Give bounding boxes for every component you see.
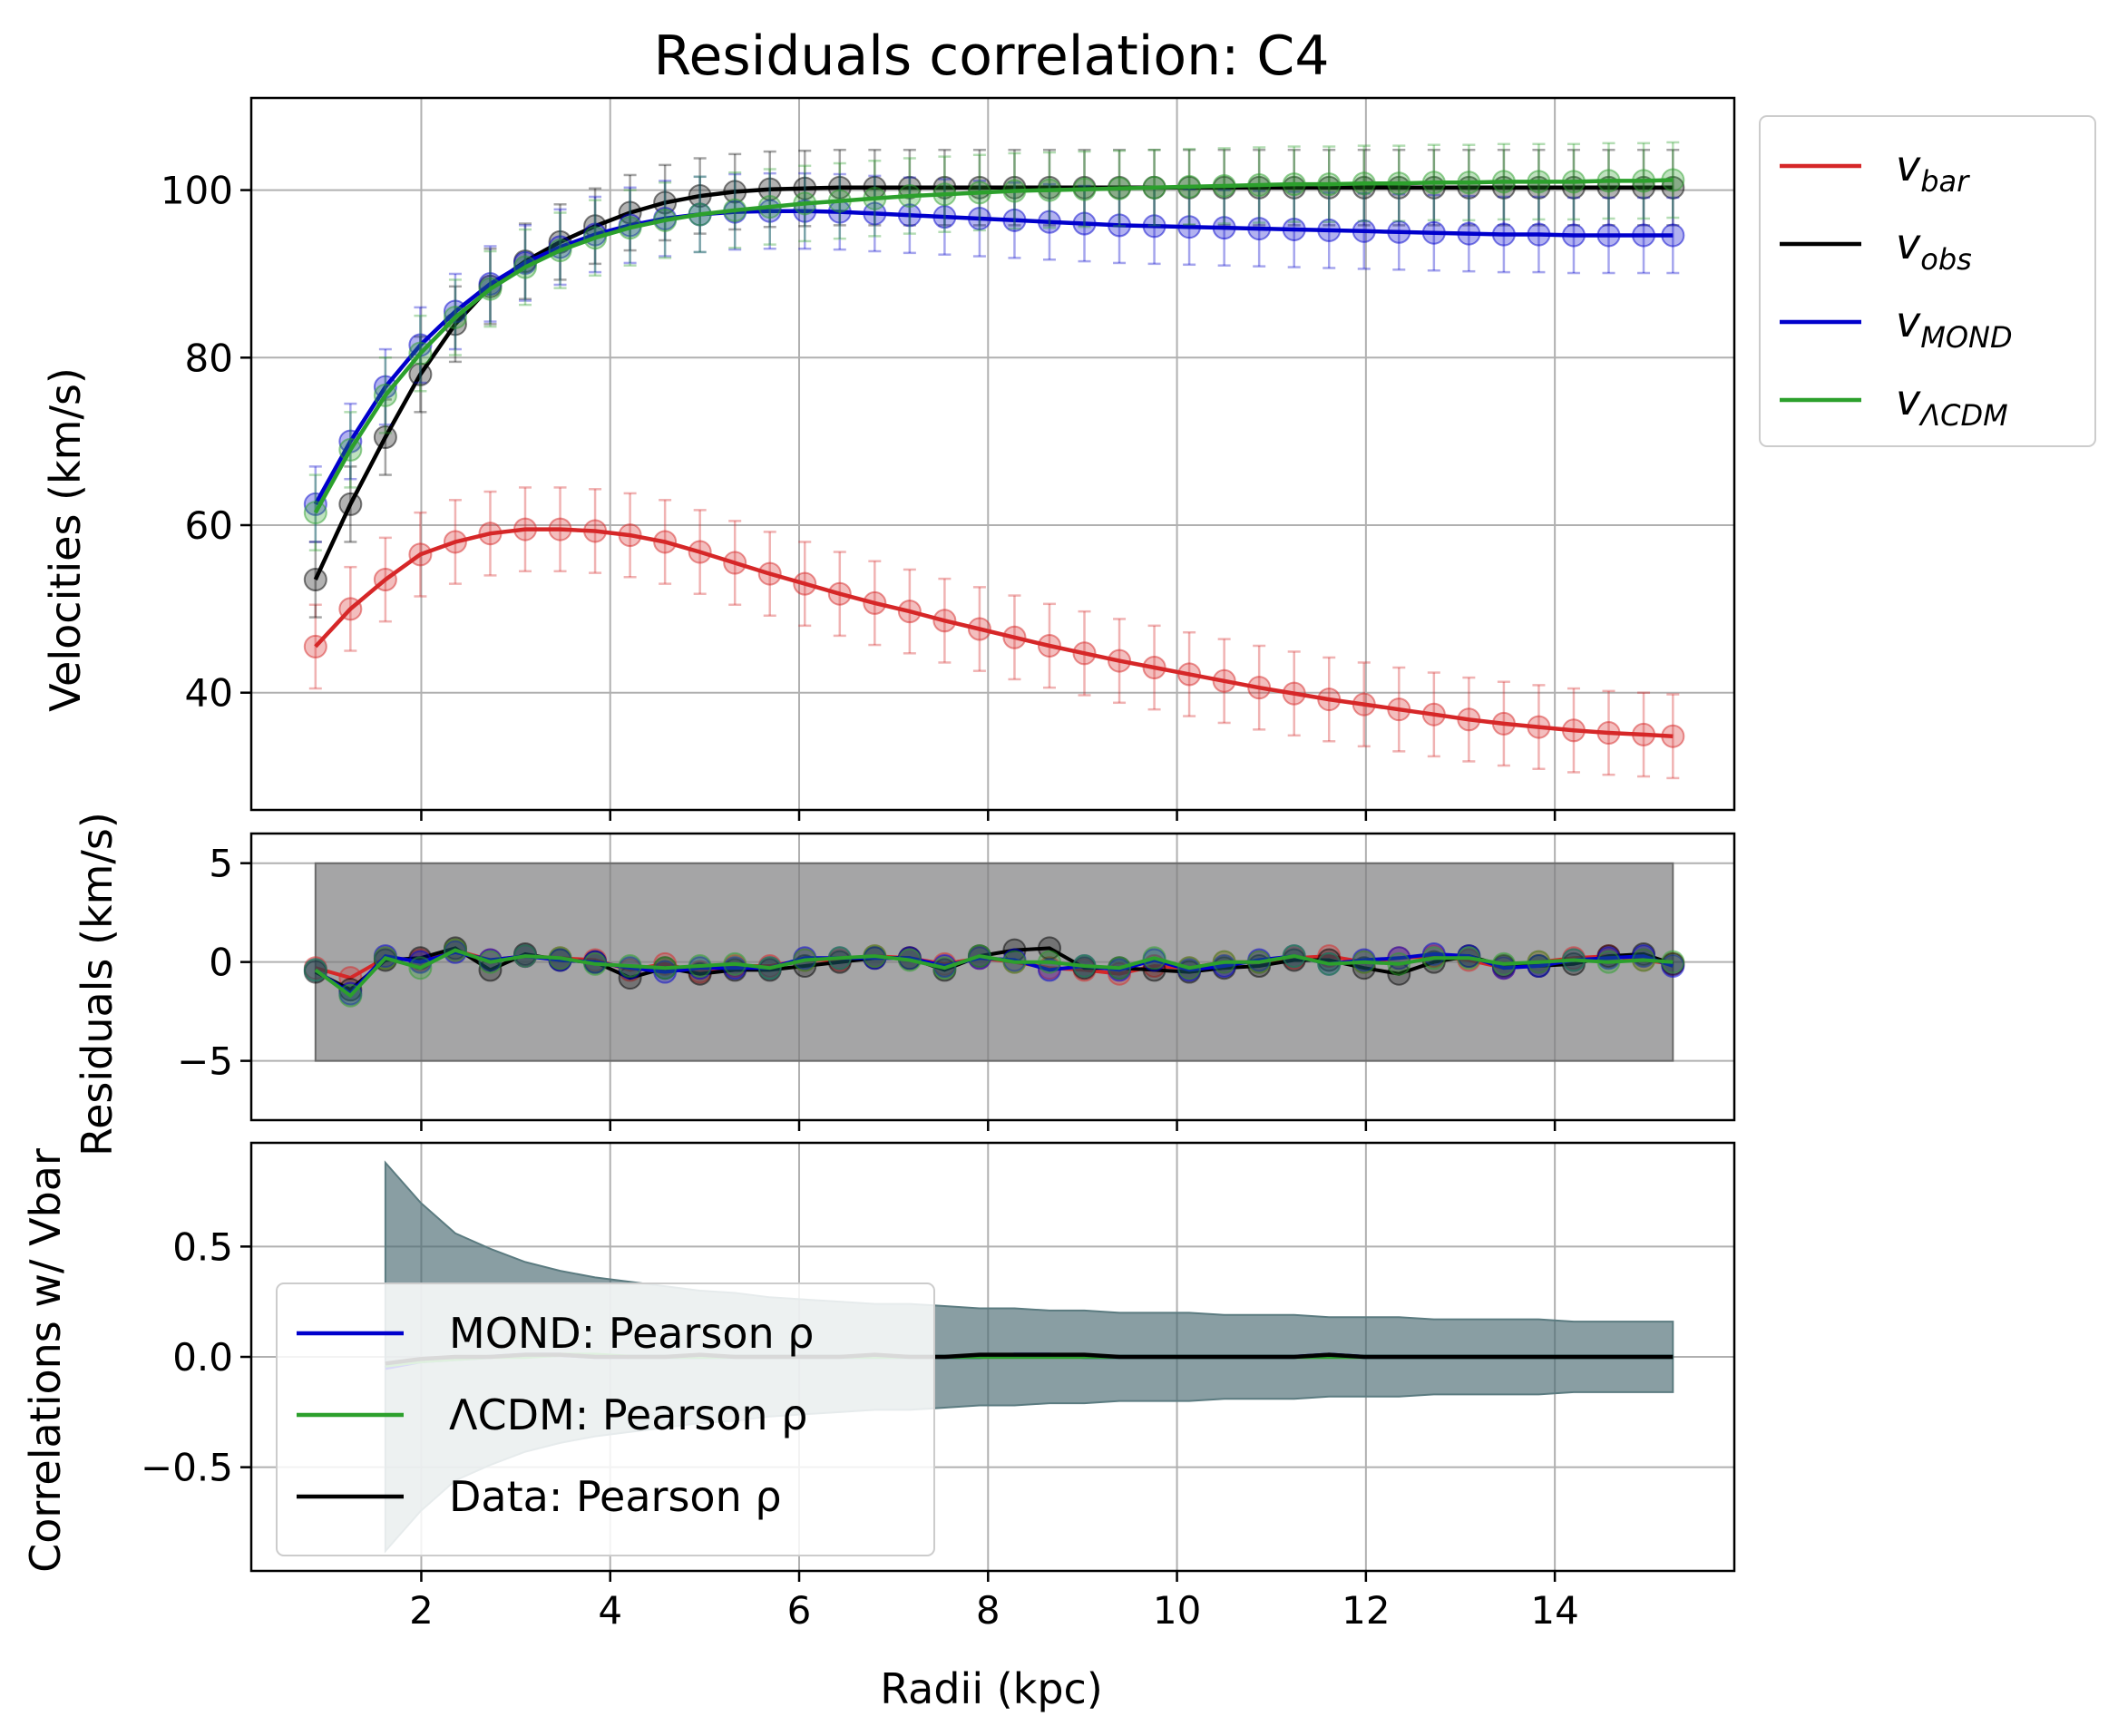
data-point [303, 501, 327, 525]
x-tick-label: 12 [1342, 1588, 1390, 1633]
y-tick-label: 80 [185, 336, 233, 380]
x-axis-label: Radii (kpc) [880, 1664, 1103, 1713]
x-tick-label: 6 [787, 1588, 812, 1633]
residuals-panel: −5 0 5 [177, 832, 1736, 1131]
x-tick-label: 10 [1153, 1588, 1201, 1633]
x-tick-label: 4 [598, 1588, 622, 1633]
y-tick-label: −5 [177, 1039, 233, 1084]
series-line [313, 209, 1674, 505]
legend-label: MOND: Pearson ρ [449, 1309, 814, 1358]
series-v_bar [303, 486, 1685, 780]
residuals-y-axis-label: Residuals (km/s) [73, 812, 122, 1156]
correlation-legend-box [276, 1282, 935, 1556]
velocity-legend-box [1759, 115, 2096, 447]
residual-line [314, 948, 1674, 999]
legend-label: ΛCDM: Pearson ρ [449, 1390, 807, 1439]
velocities-y-axis-label: Velocities (km/s) [41, 367, 90, 712]
x-tick-label: 2 [409, 1588, 434, 1633]
axes-frame [249, 96, 1736, 812]
chart-title: Residuals correlation: C4 [653, 24, 1329, 88]
y-tick-label: 5 [209, 842, 233, 886]
y-tick-label: 0.5 [172, 1224, 233, 1269]
y-tick-label: 40 [185, 671, 233, 716]
correlations-y-axis-label: Correlations w/ Vbar [21, 1148, 70, 1573]
series-v_ΛCDM [303, 141, 1685, 551]
axes-frame [249, 832, 1736, 1122]
y-tick-label: 60 [185, 503, 233, 548]
residual-series-v_ΛCDM [303, 938, 1685, 1008]
y-tick-label: 100 [161, 169, 233, 213]
data-point [303, 568, 327, 592]
correlations-panel: −0.5 0.0 0.5 2 4 6 8 10 12 14 MOND: Pearson ρ ΛCDM:… [141, 1141, 1736, 1633]
series-line [313, 178, 1674, 514]
y-tick-label: 0.0 [172, 1335, 233, 1380]
legend-label: Data: Pearson ρ [449, 1472, 782, 1521]
x-tick-label: 14 [1530, 1588, 1578, 1633]
x-tick-label: 8 [976, 1588, 1000, 1633]
y-tick-label: −0.5 [141, 1446, 233, 1490]
series-line [314, 527, 1674, 738]
residual-band [314, 862, 1674, 1062]
y-tick-label: 0 [209, 941, 233, 985]
series-v_MOND [303, 171, 1685, 543]
series-line [313, 185, 1674, 580]
